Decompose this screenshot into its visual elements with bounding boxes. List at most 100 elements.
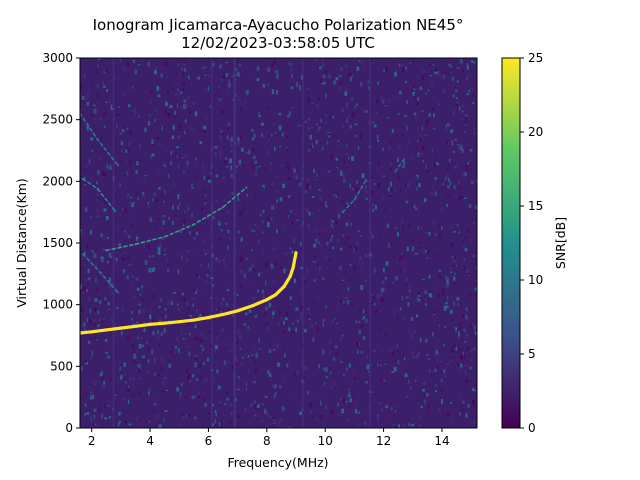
noise-speck — [117, 60, 121, 63]
noise-speck — [161, 328, 163, 331]
noise-speck — [350, 72, 352, 77]
noise-speck — [455, 378, 457, 380]
noise-speck — [96, 338, 98, 341]
noise-speck — [192, 255, 196, 257]
noise-speck — [84, 251, 86, 256]
noise-speck — [312, 260, 316, 263]
noise-speck — [81, 366, 83, 371]
plot-area — [79, 57, 478, 429]
noise-speck — [262, 289, 265, 292]
noise-speck — [236, 161, 240, 163]
noise-speck — [326, 241, 329, 246]
noise-speck — [318, 158, 321, 163]
noise-speck — [289, 154, 292, 157]
noise-speck — [226, 397, 229, 401]
noise-speck — [238, 74, 240, 78]
noise-speck — [169, 161, 173, 165]
noise-speck — [360, 267, 362, 273]
noise-speck — [447, 185, 450, 189]
noise-speck — [279, 266, 282, 269]
noise-speck — [369, 231, 373, 235]
noise-speck — [120, 359, 124, 363]
noise-speck — [253, 324, 256, 329]
noise-speck — [162, 219, 165, 225]
noise-speck — [259, 402, 261, 404]
noise-speck — [213, 260, 216, 262]
noise-speck — [426, 393, 428, 397]
echo-trace-point — [192, 223, 195, 226]
noise-speck — [102, 248, 105, 251]
noise-speck — [453, 276, 456, 282]
noise-speck — [413, 253, 415, 256]
noise-speck — [254, 193, 256, 196]
noise-speck — [474, 362, 476, 365]
noise-speck — [355, 319, 357, 324]
y-tick-label: 0 — [65, 421, 73, 435]
noise-speck — [109, 286, 112, 288]
noise-speck — [154, 372, 156, 377]
noise-speck — [405, 296, 409, 299]
noise-speck — [366, 180, 369, 183]
noise-speck — [300, 316, 302, 322]
noise-speck — [468, 253, 471, 255]
noise-speck — [230, 150, 233, 153]
noise-speck — [95, 199, 98, 201]
noise-speck — [123, 362, 126, 367]
noise-speck — [330, 154, 334, 159]
noise-speck — [219, 130, 223, 133]
noise-speck — [253, 381, 256, 384]
noise-speck — [317, 97, 320, 101]
noise-speck — [445, 128, 447, 132]
noise-speck — [355, 134, 357, 138]
noise-speck — [377, 161, 381, 165]
noise-speck — [134, 227, 136, 229]
noise-speck — [378, 146, 381, 148]
noise-speck — [244, 407, 247, 412]
noise-speck — [84, 207, 88, 213]
noise-speck — [251, 169, 254, 172]
noise-speck — [227, 289, 230, 292]
noise-speck — [95, 381, 97, 385]
noise-speck — [357, 167, 360, 171]
noise-speck — [140, 337, 143, 340]
noise-speck — [398, 246, 402, 249]
noise-speck — [405, 200, 408, 204]
noise-speck — [456, 102, 459, 104]
noise-speck — [152, 267, 155, 273]
noise-speck — [253, 133, 256, 138]
noise-speck — [425, 299, 427, 304]
noise-speck — [161, 247, 165, 252]
noise-speck — [271, 63, 274, 67]
noise-speck — [325, 405, 327, 410]
noise-speck — [140, 406, 143, 409]
noise-speck — [402, 423, 405, 428]
noise-speck — [303, 277, 305, 280]
noise-speck — [252, 137, 254, 141]
noise-speck — [371, 257, 373, 259]
noise-speck — [145, 109, 147, 113]
noise-speck — [86, 412, 90, 415]
noise-speck — [116, 125, 118, 128]
noise-speck — [276, 229, 278, 234]
noise-speck — [177, 164, 180, 169]
noise-speck — [81, 95, 85, 100]
noise-speck — [376, 415, 379, 421]
noise-speck — [464, 197, 467, 199]
noise-speck — [241, 165, 243, 170]
noise-speck — [116, 228, 119, 231]
echo-trace-point — [114, 209, 116, 212]
noise-speck — [377, 232, 379, 235]
noise-speck — [464, 265, 466, 269]
noise-speck — [222, 74, 225, 80]
noise-speck — [417, 152, 420, 157]
noise-speck — [215, 333, 218, 337]
noise-speck — [270, 263, 274, 269]
noise-speck — [434, 390, 438, 393]
noise-speck — [436, 166, 438, 171]
noise-speck — [446, 203, 449, 207]
noise-speck — [226, 210, 230, 213]
noise-speck — [389, 342, 393, 347]
noise-speck — [159, 316, 162, 320]
noise-speck — [330, 367, 332, 370]
noise-speck — [409, 422, 411, 424]
